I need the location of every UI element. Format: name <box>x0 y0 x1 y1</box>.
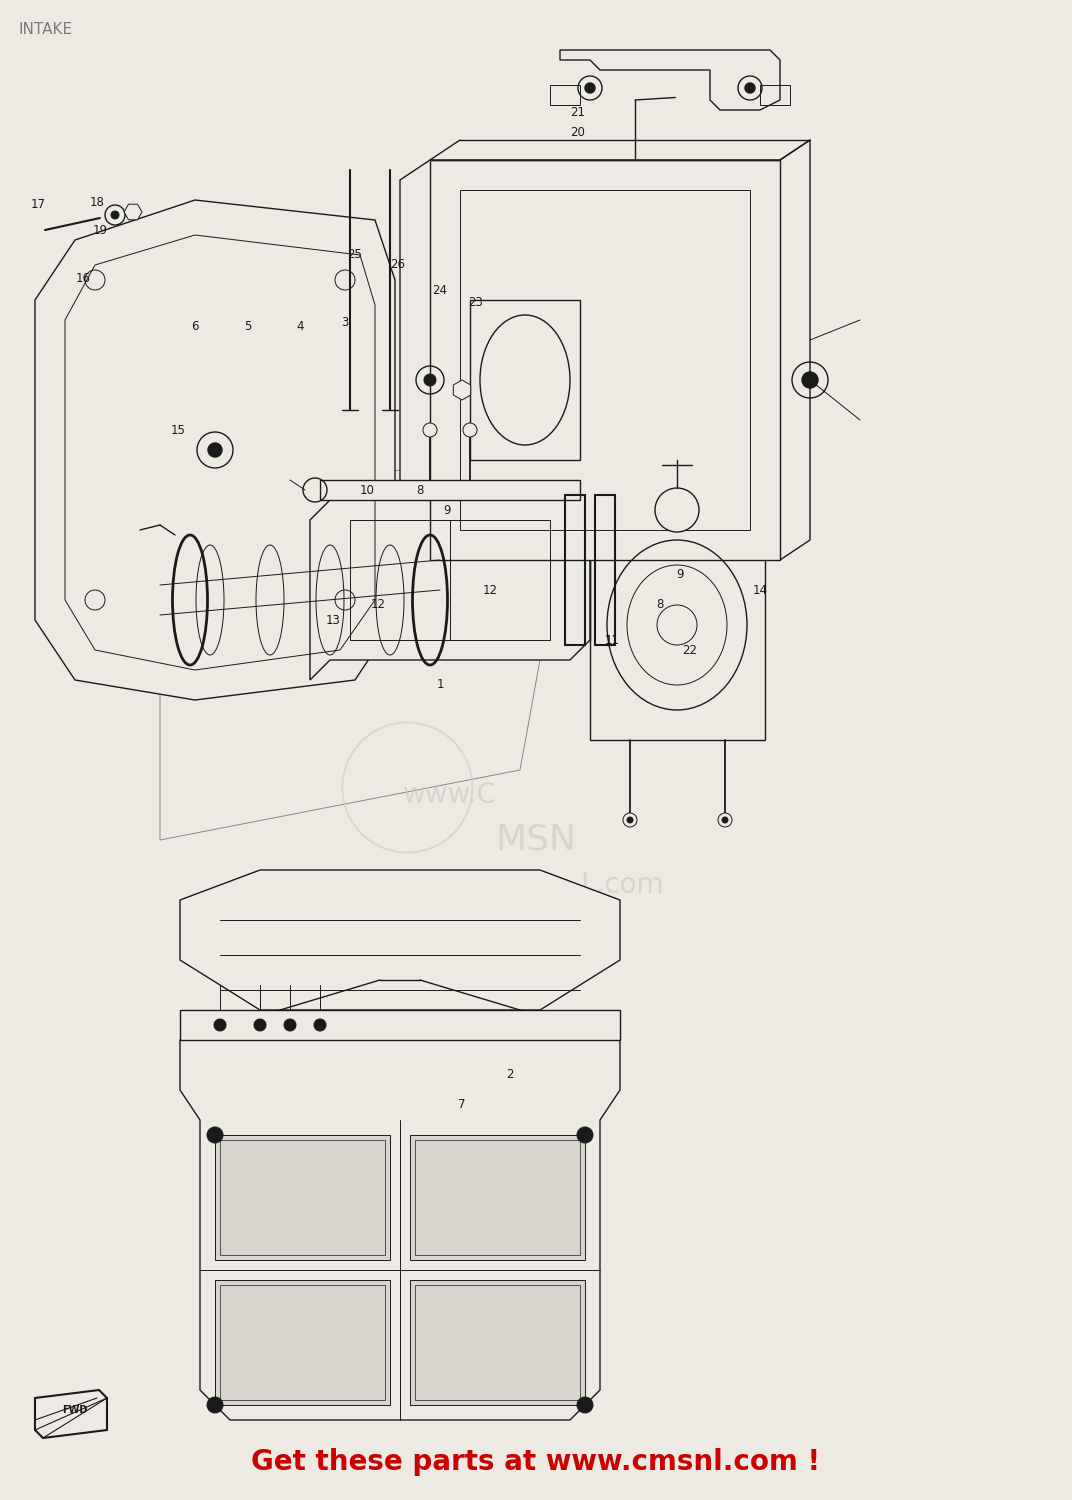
Text: 1: 1 <box>436 678 444 692</box>
Polygon shape <box>35 200 394 700</box>
Bar <box>215 1280 390 1406</box>
Text: 17: 17 <box>30 198 45 211</box>
Polygon shape <box>160 540 440 660</box>
Bar <box>590 510 765 740</box>
Text: 26: 26 <box>390 258 405 272</box>
Bar <box>321 480 580 500</box>
Text: 24: 24 <box>432 284 447 297</box>
Circle shape <box>254 1019 266 1031</box>
Text: 16: 16 <box>75 272 90 285</box>
Circle shape <box>207 1396 223 1413</box>
Text: 2: 2 <box>506 1068 513 1082</box>
Bar <box>430 160 780 560</box>
Text: 6: 6 <box>191 321 198 333</box>
Text: FWD: FWD <box>62 1406 88 1414</box>
Circle shape <box>718 813 732 826</box>
Text: 21: 21 <box>570 105 585 118</box>
Circle shape <box>284 1019 296 1031</box>
Bar <box>595 495 615 645</box>
Text: 14: 14 <box>753 584 768 597</box>
Bar <box>220 1140 385 1256</box>
Polygon shape <box>180 1040 620 1420</box>
Polygon shape <box>560 50 780 110</box>
Text: 23: 23 <box>468 296 483 309</box>
Circle shape <box>723 818 728 824</box>
Text: 13: 13 <box>326 614 341 627</box>
Text: 3: 3 <box>341 315 348 328</box>
Bar <box>760 86 790 105</box>
Polygon shape <box>400 140 810 580</box>
Text: 18: 18 <box>90 196 104 210</box>
Circle shape <box>463 423 477 436</box>
Text: 12: 12 <box>371 598 386 612</box>
Bar <box>349 520 550 640</box>
Text: INTAKE: INTAKE <box>18 22 72 38</box>
Text: 19: 19 <box>92 224 107 237</box>
Bar <box>415 1286 580 1400</box>
Polygon shape <box>180 870 620 1010</box>
Bar <box>460 190 750 530</box>
Text: 10: 10 <box>359 483 374 496</box>
Bar <box>220 1286 385 1400</box>
Text: 8: 8 <box>416 483 423 496</box>
Circle shape <box>425 374 436 386</box>
Text: 12: 12 <box>482 584 497 597</box>
Bar <box>470 300 580 460</box>
Text: www.C: www.C <box>403 782 497 808</box>
Circle shape <box>208 442 222 458</box>
Text: 9: 9 <box>676 568 684 582</box>
Text: L.com: L.com <box>580 871 664 898</box>
Circle shape <box>627 818 632 824</box>
Text: 11: 11 <box>605 633 620 646</box>
Text: 9: 9 <box>443 504 450 516</box>
Circle shape <box>423 423 437 436</box>
Bar <box>410 1280 585 1406</box>
Circle shape <box>314 1019 326 1031</box>
Circle shape <box>577 1396 593 1413</box>
Text: 7: 7 <box>458 1098 465 1112</box>
Text: 8: 8 <box>656 598 664 612</box>
Circle shape <box>585 82 595 93</box>
Text: 20: 20 <box>570 126 585 138</box>
Text: 15: 15 <box>170 423 185 436</box>
Circle shape <box>214 1019 226 1031</box>
Text: 5: 5 <box>244 321 252 333</box>
Polygon shape <box>310 480 590 680</box>
Circle shape <box>623 813 637 826</box>
Circle shape <box>655 488 699 532</box>
Circle shape <box>745 82 755 93</box>
Text: 22: 22 <box>683 644 698 657</box>
Bar <box>415 1140 580 1256</box>
Text: 25: 25 <box>347 249 362 261</box>
Bar <box>550 86 580 105</box>
Text: 4: 4 <box>296 321 303 333</box>
Circle shape <box>207 1126 223 1143</box>
Circle shape <box>802 372 818 388</box>
Bar <box>215 1136 390 1260</box>
Circle shape <box>111 211 119 219</box>
Bar <box>410 1136 585 1260</box>
Text: 11: 11 <box>605 633 620 646</box>
Polygon shape <box>453 380 471 400</box>
Text: MSN: MSN <box>495 824 577 856</box>
Text: Get these parts at www.cmsnl.com !: Get these parts at www.cmsnl.com ! <box>252 1448 820 1476</box>
Bar <box>565 495 585 645</box>
Polygon shape <box>180 1010 620 1040</box>
Polygon shape <box>124 204 142 220</box>
Circle shape <box>577 1126 593 1143</box>
